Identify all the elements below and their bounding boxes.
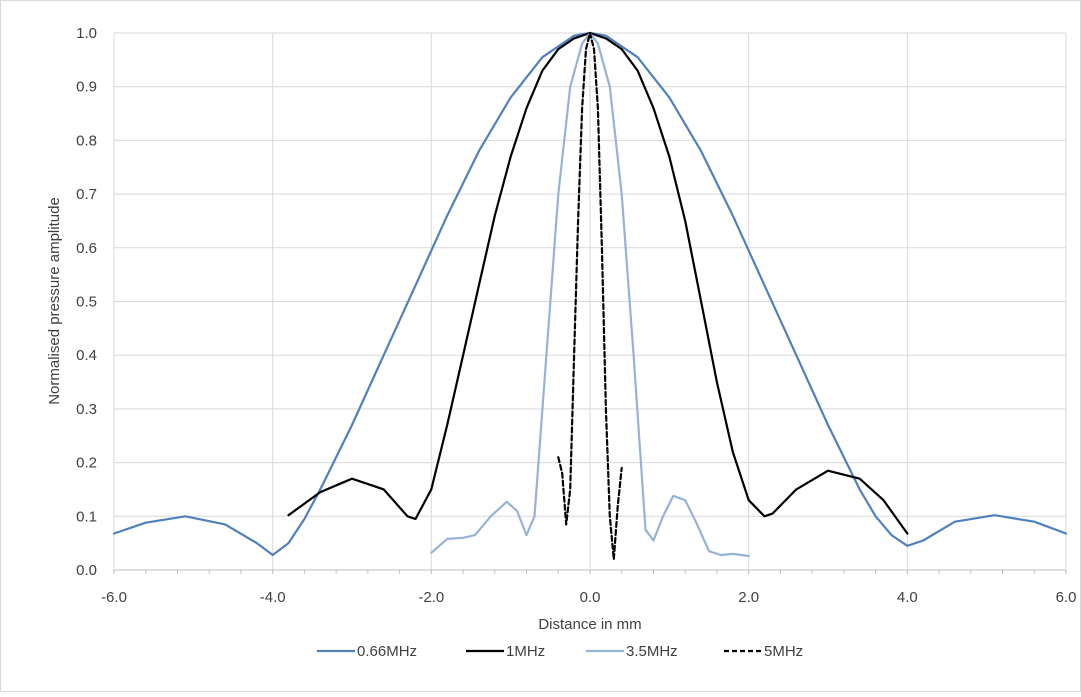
grid	[113, 32, 1067, 571]
y-tick-label: 0.9	[76, 79, 97, 96]
series-line-3-5mhz	[430, 31, 750, 558]
y-tick-label: 0.4	[76, 347, 97, 364]
legend-label: 0.66MHz	[357, 643, 417, 660]
y-tick-label: 0.2	[76, 455, 97, 472]
x-tick-label: 4.0	[897, 589, 918, 606]
y-tick-label: 0.5	[76, 294, 97, 311]
y-tick-labels: 0.0 0.1 0.2 0.3 0.4 0.5 0.6 0.7 0.8 0.9 1.0	[76, 25, 97, 579]
x-tick-label: 6.0	[1056, 589, 1077, 606]
y-tick-label: 0.1	[76, 508, 97, 525]
x-tick-label: -2.0	[418, 589, 444, 606]
x-axis-title: Distance in mm	[538, 616, 641, 633]
y-tick-label: 0.8	[76, 132, 97, 149]
axes	[113, 569, 1067, 574]
y-tick-label: 0.7	[76, 186, 97, 203]
y-tick-label: 0.3	[76, 401, 97, 418]
series-line-1mhz	[287, 31, 909, 535]
y-tick-label: 0.6	[76, 240, 97, 257]
x-tick-label: -4.0	[260, 589, 286, 606]
legend-label: 3.5MHz	[626, 643, 678, 660]
x-tick-label: 0.0	[580, 589, 601, 606]
legend: 0.66MHz 1MHz 3.5MHz 5MHz	[317, 643, 803, 660]
y-axis-title: Normalised pressure amplitude	[46, 197, 63, 405]
series-line-5mhz	[557, 31, 623, 561]
y-tick-label: 0.0	[76, 562, 97, 579]
x-tick-label: -6.0	[101, 589, 127, 606]
legend-label: 5MHz	[764, 643, 803, 660]
legend-label: 1MHz	[506, 643, 545, 660]
y-tick-label: 1.0	[76, 25, 97, 42]
series-group	[112, 31, 1068, 561]
x-tick-labels: -6.0 -4.0 -2.0 0.0 2.0 4.0 6.0	[101, 589, 1076, 606]
x-tick-label: 2.0	[738, 589, 759, 606]
